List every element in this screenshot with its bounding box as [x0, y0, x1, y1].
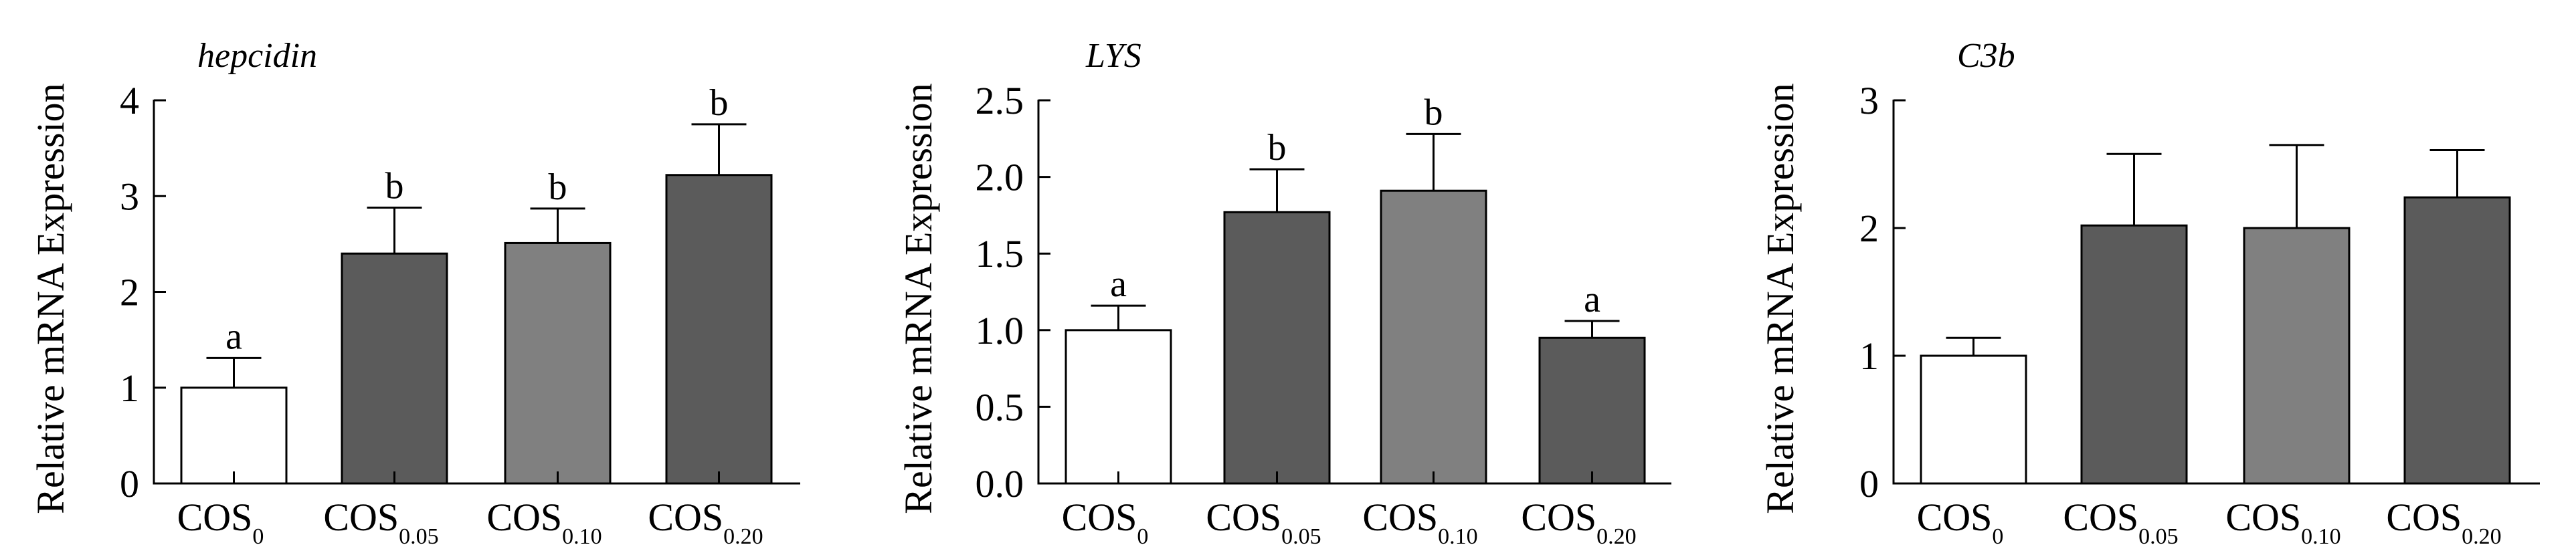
category-label-4: COS0.20 — [648, 496, 763, 549]
category-label-3: COS0.10 — [1362, 496, 1477, 549]
category-label-3: COS0.10 — [2225, 496, 2340, 549]
bar-3 — [2243, 227, 2351, 485]
category-label-main: COS — [648, 496, 723, 539]
bar-2 — [2080, 224, 2188, 485]
category-label-main: COS — [1917, 496, 1993, 539]
category-label-main: COS — [1521, 496, 1596, 539]
category-label-1: COS0 — [177, 496, 264, 549]
bar-2 — [1223, 211, 1331, 485]
category-label-subscript: 0 — [252, 524, 264, 549]
bar-4 — [1538, 336, 1646, 485]
category-label-subscript: 0.05 — [399, 524, 439, 549]
category-label-2: COS0.05 — [323, 496, 438, 549]
significance-letter-2: b — [1268, 127, 1287, 169]
y-tick-label: 1 — [1859, 334, 1879, 378]
y-tick-label: 0 — [120, 462, 139, 506]
category-label-subscript: 0 — [1992, 524, 2003, 549]
category-label-subscript: 0.10 — [562, 524, 602, 549]
category-label-subscript: 0.05 — [1281, 524, 1321, 549]
bar-4 — [665, 174, 773, 485]
y-tick-label: 0 — [1859, 462, 1879, 506]
y-tick-label: 2 — [120, 271, 139, 314]
y-tick-label: 4 — [120, 79, 139, 122]
category-label-main: COS — [1362, 496, 1438, 539]
y-tick-label: 2.0 — [976, 156, 1024, 199]
y-tick-label: 2 — [1859, 207, 1879, 250]
category-label-subscript: 0.20 — [723, 524, 763, 549]
chart-title: LYS — [1085, 37, 1141, 75]
y-axis-label: Relative mRNA Expression — [29, 83, 72, 514]
bar-4 — [2403, 196, 2511, 485]
y-tick-label: 1.5 — [976, 232, 1024, 276]
bar-2 — [341, 252, 448, 485]
category-label-main: COS — [2063, 496, 2138, 539]
significance-letter-1: a — [1110, 263, 1127, 305]
category-label-main: COS — [2386, 496, 2462, 539]
category-label-2: COS0.05 — [2063, 496, 2178, 549]
y-tick-label: 1 — [120, 366, 139, 410]
category-label-4: COS0.20 — [1521, 496, 1636, 549]
category-label-main: COS — [177, 496, 253, 539]
significance-letter-2: b — [385, 165, 404, 207]
category-label-subscript: 0 — [1137, 524, 1148, 549]
category-label-2: COS0.05 — [1206, 496, 1321, 549]
category-label-subscript: 0.20 — [2462, 524, 2502, 549]
category-label-main: COS — [486, 496, 562, 539]
y-tick-label: 3 — [120, 175, 139, 218]
category-label-4: COS0.20 — [2386, 496, 2501, 549]
category-label-1: COS0 — [1062, 496, 1149, 549]
y-axis-label: Relative mRNA Expression — [897, 83, 940, 514]
category-label-3: COS0.10 — [486, 496, 602, 549]
y-axis-label: Relative mRNA Expression — [1758, 83, 1802, 514]
category-label-subscript: 0.05 — [2138, 524, 2179, 549]
chart-title: C3b — [1957, 37, 2015, 75]
y-tick-label: 0.5 — [976, 385, 1024, 429]
significance-letter-1: a — [225, 316, 242, 357]
category-label-subscript: 0.10 — [2301, 524, 2341, 549]
significance-letter-3: b — [1424, 92, 1443, 133]
significance-letter-4: b — [710, 82, 729, 124]
bar-1 — [1920, 354, 2027, 485]
y-tick-label: 3 — [1859, 79, 1879, 122]
bar-1 — [1065, 329, 1172, 485]
bar-1 — [180, 387, 288, 485]
significance-letter-4: a — [1584, 279, 1600, 320]
y-tick-label: 1.0 — [976, 309, 1024, 352]
category-label-main: COS — [2225, 496, 2301, 539]
category-label-main: COS — [1062, 496, 1137, 539]
y-tick-label: 2.5 — [976, 79, 1024, 122]
category-label-subscript: 0.10 — [1438, 524, 1478, 549]
significance-letter-3: b — [549, 167, 567, 208]
bar-3 — [1380, 189, 1487, 485]
category-label-main: COS — [1206, 496, 1281, 539]
category-label-main: COS — [323, 496, 399, 539]
category-label-1: COS0 — [1917, 496, 2004, 549]
y-tick-label: 0.0 — [976, 462, 1024, 506]
bar-3 — [504, 241, 612, 485]
chart-title: hepcidin — [197, 37, 317, 75]
category-label-subscript: 0.20 — [1596, 524, 1637, 549]
